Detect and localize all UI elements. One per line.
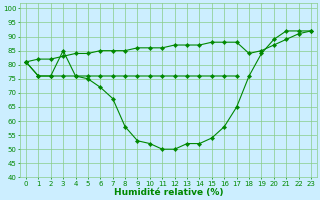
X-axis label: Humidité relative (%): Humidité relative (%) bbox=[114, 188, 223, 197]
